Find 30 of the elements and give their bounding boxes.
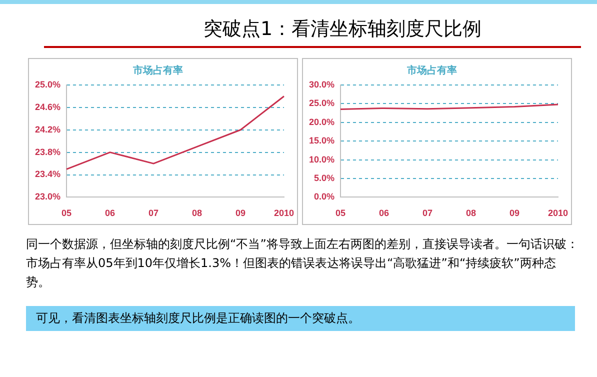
x-tick-label: 09 [235,208,246,218]
x-tick-label: 08 [466,208,476,218]
y-tick-label: 5.0% [314,172,335,183]
y-tick-label: 23.4% [34,169,61,180]
x-tick-label: 05 [336,208,346,218]
y-tick-label: 23.0% [34,192,61,202]
y-tick-label: 24.6% [34,102,61,112]
x-tick-label: 06 [379,208,390,218]
x-tick-label: 05 [62,208,72,218]
text: 突破点1：看清坐标轴刻度尺比例 [44,4,581,48]
x-tick-label: 06 [105,208,116,218]
x-tick-label: 07 [422,208,433,218]
y-tick-label: 20.0% [308,116,335,127]
chart-title: 市场占有率 [406,64,457,77]
x-tick-label: 2010 [274,208,294,218]
y-tick-label: 24.2% [34,124,61,134]
text: 同一个数据源，但坐标轴的刻度尺比例“不当”将导致上面左右两图的差别，直接误导读者。一句话识破：市场占有率从05年到10年仅增长1.3%！但图表的错误表达将误导出“高歌猛进”和“持续疲软”两种态势。 [26,236,579,291]
x-tick-label: 2010 [548,208,568,218]
x-tick-label: 08 [192,208,202,218]
y-tick-label: 10.0% [308,154,335,164]
y-tick-label: 25.0% [308,98,335,108]
chart-title: 市场占有率 [132,64,183,77]
y-tick-label: 23.8% [34,146,61,157]
x-tick-label: 09 [509,208,520,218]
x-tick-label: 07 [148,208,159,218]
y-tick-label: 30.0% [308,79,335,90]
y-tick-label: 25.0% [34,79,61,90]
y-tick-label: 0.0% [314,192,335,202]
y-tick-label: 15.0% [308,136,335,146]
text: 可见，看清图表坐标轴刻度尺比例是正确读图的一个突破点。 [26,306,575,331]
